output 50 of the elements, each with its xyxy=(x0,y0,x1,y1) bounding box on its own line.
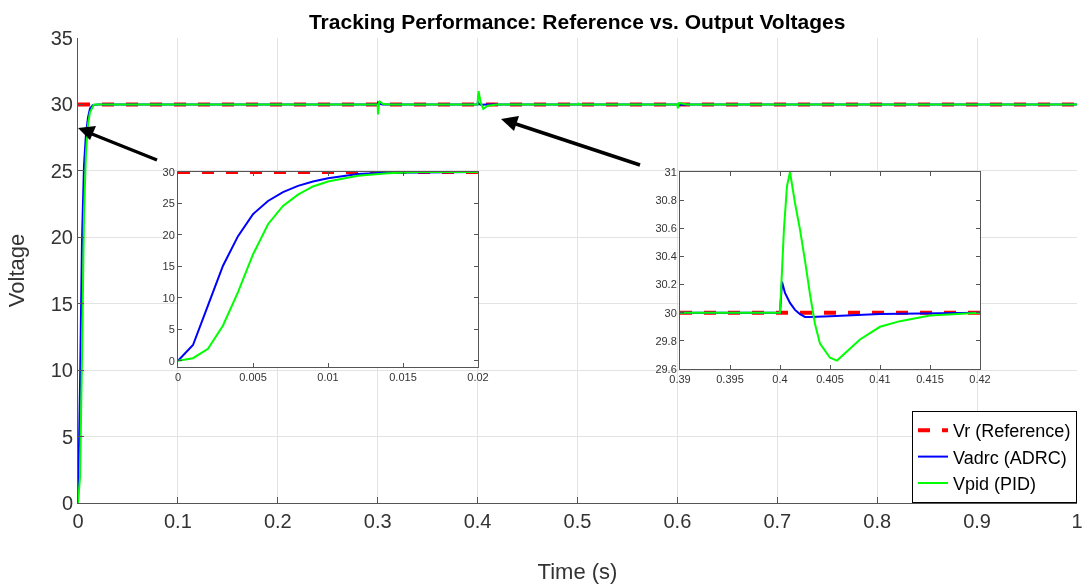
y-tick-label: 10 xyxy=(50,359,73,382)
y-tick-label: 30 xyxy=(50,93,73,116)
y-tick-label: 20 xyxy=(50,226,73,249)
y-tick-label: 20 xyxy=(162,228,175,241)
x-tick-label: 0.9 xyxy=(963,510,992,532)
y-tick-label: 25 xyxy=(50,159,73,182)
x-tick-label: 0.39 xyxy=(669,373,691,386)
y-tick-label: 30.6 xyxy=(655,222,677,235)
x-axis-title: Time (s) xyxy=(537,559,618,584)
y-tick-label: 30.4 xyxy=(655,250,677,263)
x-tick-label: 0.8 xyxy=(863,510,892,532)
x-tick-label: 0.7 xyxy=(763,510,792,532)
y-tick-label: 0 xyxy=(168,354,175,367)
x-tick-label: 1 xyxy=(1071,510,1083,532)
x-tick-label: 0.015 xyxy=(389,371,417,384)
x-tick-label: 0.4 xyxy=(463,510,492,532)
y-tick-label: 30 xyxy=(162,165,175,178)
x-tick-label: 0.415 xyxy=(916,373,944,386)
x-tick-label: 0.005 xyxy=(239,371,267,384)
x-tick-label: 0.01 xyxy=(317,371,339,384)
y-tick-label: 35 xyxy=(50,27,73,49)
x-tick-label: 0.405 xyxy=(816,373,844,386)
x-tick-label: 0.02 xyxy=(467,371,489,384)
legend-label: Vpid (PID) xyxy=(953,474,1037,495)
y-tick-label: 29.6 xyxy=(655,362,677,375)
chart-title: Tracking Performance: Reference vs. Output Voltages xyxy=(308,10,846,34)
legend-label: Vadrc (ADRC) xyxy=(953,447,1067,468)
x-tick-label: 0.395 xyxy=(716,373,744,386)
y-tick-label: 31 xyxy=(664,165,677,178)
x-tick-label: 0.4 xyxy=(772,373,788,386)
y-tick-label: 15 xyxy=(50,292,73,315)
y-tick-label: 10 xyxy=(162,291,175,304)
x-tick-label: 0.41 xyxy=(869,373,891,386)
y-tick-label: 30 xyxy=(664,306,677,319)
legend-label: Vr (Reference) xyxy=(953,421,1071,442)
x-tick-label: 0.42 xyxy=(969,373,991,386)
y-tick-label: 25 xyxy=(162,197,175,210)
y-tick-label: 30.8 xyxy=(655,193,677,206)
y-axis-title: Voltage xyxy=(4,233,29,308)
x-tick-label: 0.1 xyxy=(163,510,192,532)
y-tick-label: 29.8 xyxy=(655,334,677,347)
y-tick-label: 30.2 xyxy=(655,278,677,291)
x-tick-label: 0.6 xyxy=(663,510,692,532)
x-tick-label: 0.5 xyxy=(563,510,592,532)
y-tick-label: 15 xyxy=(162,260,175,273)
y-tick-label: 5 xyxy=(61,425,73,448)
y-tick-label: 0 xyxy=(61,492,73,514)
y-tick-label: 5 xyxy=(168,323,175,336)
x-tick-label: 0.3 xyxy=(363,510,392,532)
x-tick-label: 0.2 xyxy=(263,510,292,532)
